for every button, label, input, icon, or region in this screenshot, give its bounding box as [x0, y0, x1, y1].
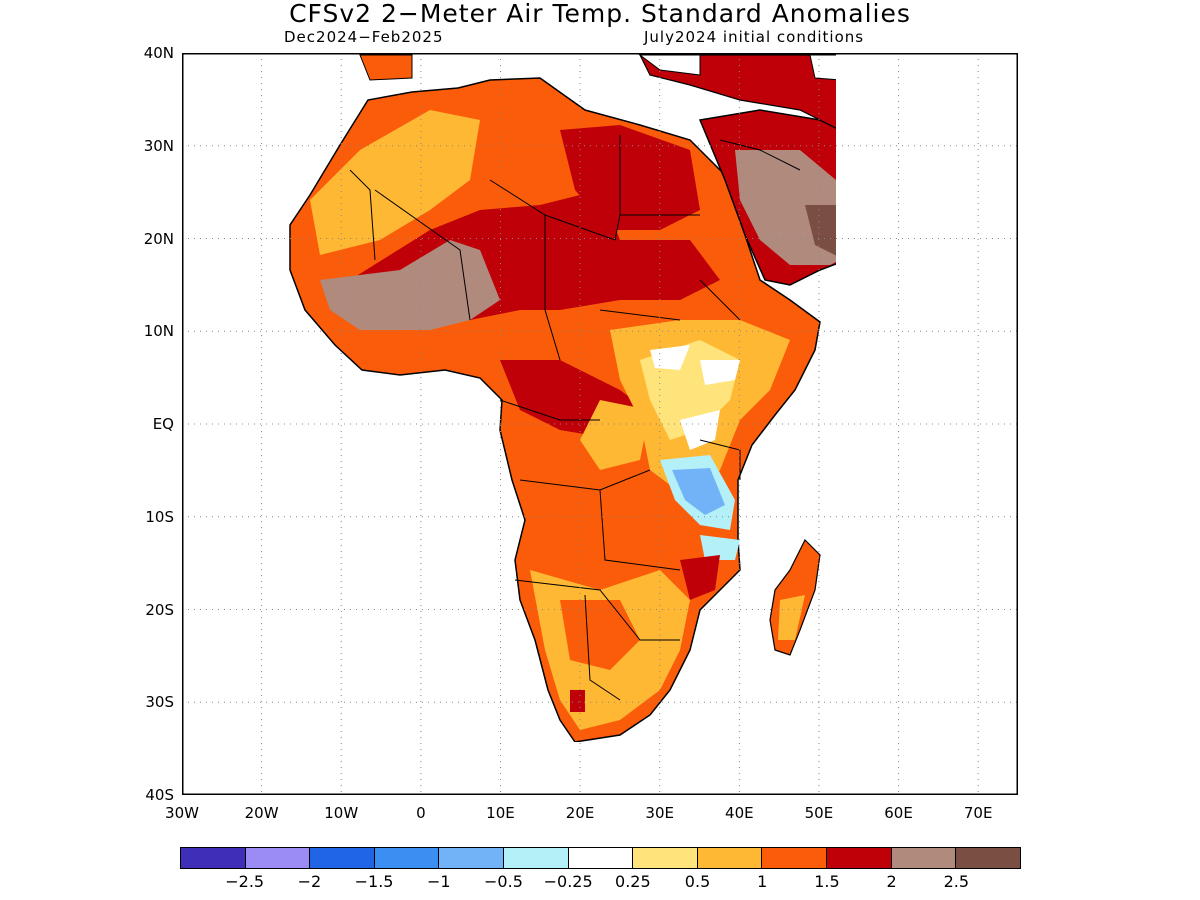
colorbar-label: −0.25 [543, 872, 593, 891]
lon-label: 70E [963, 804, 993, 822]
lat-label: 30S [145, 693, 174, 712]
lat-label: 40S [145, 786, 174, 804]
lat-label: 20N [143, 229, 174, 248]
colorbar-swatch [568, 848, 634, 868]
lat-label: 10S [145, 507, 174, 526]
lat-label: 40N [143, 44, 174, 62]
lat-label: EQ [152, 415, 174, 433]
anomaly-map [182, 53, 1018, 795]
colorbar-swatch [633, 848, 698, 868]
colorbar-swatch [439, 848, 505, 868]
colorbar-swatch [762, 848, 828, 868]
colorbar-label: −0.5 [484, 872, 523, 891]
lon-label: 50E [804, 804, 834, 822]
colorbar-swatch [374, 848, 440, 868]
colorbar-label: −1 [426, 872, 451, 891]
colorbar-label: −2 [297, 872, 322, 891]
colorbar-swatch [245, 848, 311, 868]
colorbar-label: 0.5 [684, 872, 711, 891]
valid-period: Dec2024−Feb2025 [284, 28, 444, 46]
lat-label: 20S [145, 600, 174, 619]
colorbar-swatch [181, 848, 246, 868]
colorbar-swatch [891, 848, 957, 868]
lon-label: 30E [645, 804, 674, 822]
colorbar-swatch [504, 848, 569, 868]
lon-label: 10W [324, 804, 359, 822]
lon-label: 20W [244, 804, 279, 822]
colorbar [180, 847, 1021, 869]
colorbar-label: 2.5 [943, 872, 970, 891]
colorbar-swatch [956, 848, 1020, 868]
colorbar-swatch [310, 848, 375, 868]
colorbar-label: −1.5 [354, 872, 394, 891]
lon-label: 20E [565, 804, 595, 822]
lon-label: 0 [416, 804, 426, 822]
initial-conditions: July2024 initial conditions [644, 28, 865, 46]
colorbar-label: 0.25 [615, 872, 651, 891]
colorbar-label: 2 [886, 872, 897, 891]
colorbar-swatch [827, 848, 892, 868]
arabia-brown [735, 150, 836, 265]
lon-label: 40E [725, 804, 754, 822]
lat-label: 30N [143, 136, 174, 155]
chart-title: CFSv2 2−Meter Air Temp. Standard Anomali… [289, 0, 911, 28]
lon-label: 30W [165, 804, 199, 822]
lon-label: 60E [884, 804, 913, 822]
colorbar-label: 1.5 [814, 872, 840, 891]
colorbar-swatch [697, 848, 763, 868]
colorbar-label: −2.5 [225, 872, 265, 891]
colorbar-label: 1 [757, 872, 768, 891]
lon-label: 10E [486, 804, 515, 822]
arabia-darkbrown [805, 205, 836, 256]
map-border [182, 53, 1018, 795]
lat-label: 10N [143, 322, 174, 341]
